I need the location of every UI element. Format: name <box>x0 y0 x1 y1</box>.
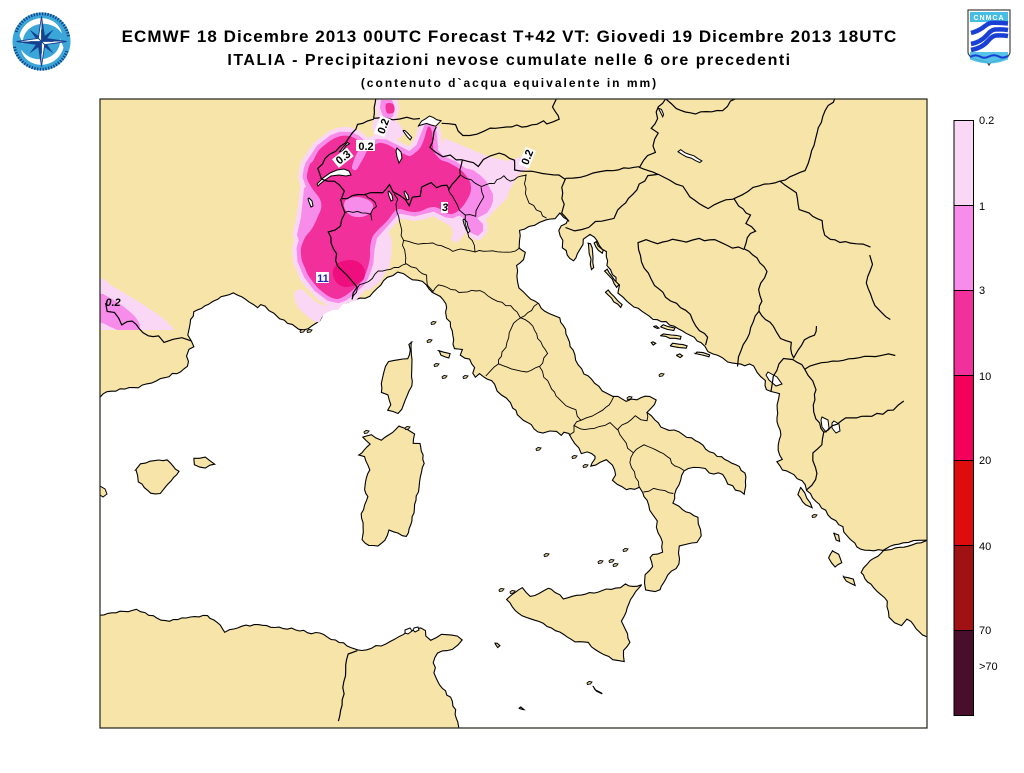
svg-text:0.2: 0.2 <box>519 148 536 167</box>
svg-text:>70: >70 <box>979 661 998 673</box>
svg-text:11: 11 <box>317 273 329 285</box>
svg-text:3: 3 <box>979 285 985 297</box>
svg-text:10: 10 <box>979 371 991 383</box>
svg-text:0.2: 0.2 <box>358 141 373 153</box>
svg-text:20: 20 <box>979 455 991 467</box>
svg-text:70: 70 <box>979 625 991 637</box>
svg-text:0.2: 0.2 <box>376 117 393 135</box>
svg-text:40: 40 <box>979 541 991 553</box>
svg-text:0.2: 0.2 <box>979 115 994 127</box>
svg-text:3: 3 <box>442 202 448 214</box>
svg-text:0.2: 0.2 <box>105 297 120 309</box>
svg-text:CNMCA: CNMCA <box>973 15 1004 22</box>
svg-text:1: 1 <box>979 201 985 213</box>
